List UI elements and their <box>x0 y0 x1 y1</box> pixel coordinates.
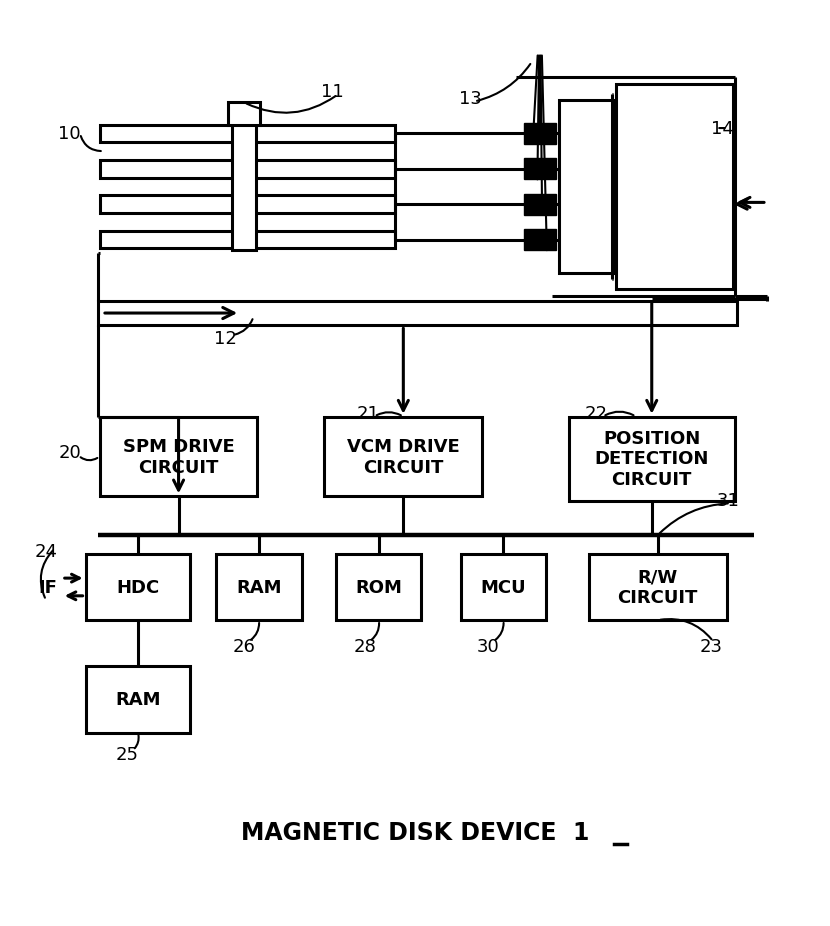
Text: HDC: HDC <box>116 578 159 596</box>
Text: IF: IF <box>38 578 57 596</box>
Bar <box>569 417 735 501</box>
Text: 30: 30 <box>477 637 500 655</box>
Text: 25: 25 <box>115 745 139 764</box>
Bar <box>100 196 395 214</box>
Text: POSITION
DETECTION
CIRCUIT: POSITION DETECTION CIRCUIT <box>594 430 709 489</box>
Bar <box>325 417 482 496</box>
Text: 31: 31 <box>716 491 740 509</box>
Bar <box>524 123 555 144</box>
Text: 12: 12 <box>214 330 237 347</box>
Text: 13: 13 <box>459 90 481 107</box>
Bar <box>228 103 260 125</box>
Text: VCM DRIVE
CIRCUIT: VCM DRIVE CIRCUIT <box>347 437 460 476</box>
Bar <box>100 125 395 143</box>
Bar <box>217 554 301 620</box>
Text: 24: 24 <box>35 543 57 560</box>
Text: 21: 21 <box>356 405 379 422</box>
Bar <box>85 667 190 732</box>
Bar <box>524 158 555 180</box>
Text: 10: 10 <box>58 125 81 143</box>
Text: SPM DRIVE
CIRCUIT: SPM DRIVE CIRCUIT <box>123 437 234 476</box>
Bar <box>100 160 395 178</box>
Text: 14: 14 <box>711 119 734 138</box>
Text: 28: 28 <box>353 637 376 655</box>
Bar <box>85 554 190 620</box>
Bar <box>100 232 395 249</box>
Text: RAM: RAM <box>115 691 161 708</box>
Bar <box>461 554 546 620</box>
Text: 23: 23 <box>699 637 722 655</box>
Bar <box>98 301 737 326</box>
Text: ROM: ROM <box>355 578 403 596</box>
Text: R/W
CIRCUIT: R/W CIRCUIT <box>618 568 697 607</box>
Bar <box>336 554 422 620</box>
Text: MCU: MCU <box>481 578 526 596</box>
Text: 20: 20 <box>58 444 81 461</box>
Bar <box>100 417 257 496</box>
Bar <box>524 194 555 216</box>
Text: 11: 11 <box>321 82 344 101</box>
Text: RAM: RAM <box>237 578 281 596</box>
Bar <box>232 123 256 251</box>
Bar <box>616 84 733 290</box>
Bar <box>559 100 613 274</box>
Text: MAGNETIC DISK DEVICE  1: MAGNETIC DISK DEVICE 1 <box>241 820 589 845</box>
Text: 26: 26 <box>232 637 256 655</box>
Bar <box>524 230 555 251</box>
Bar <box>588 554 726 620</box>
Text: 22: 22 <box>585 405 608 422</box>
